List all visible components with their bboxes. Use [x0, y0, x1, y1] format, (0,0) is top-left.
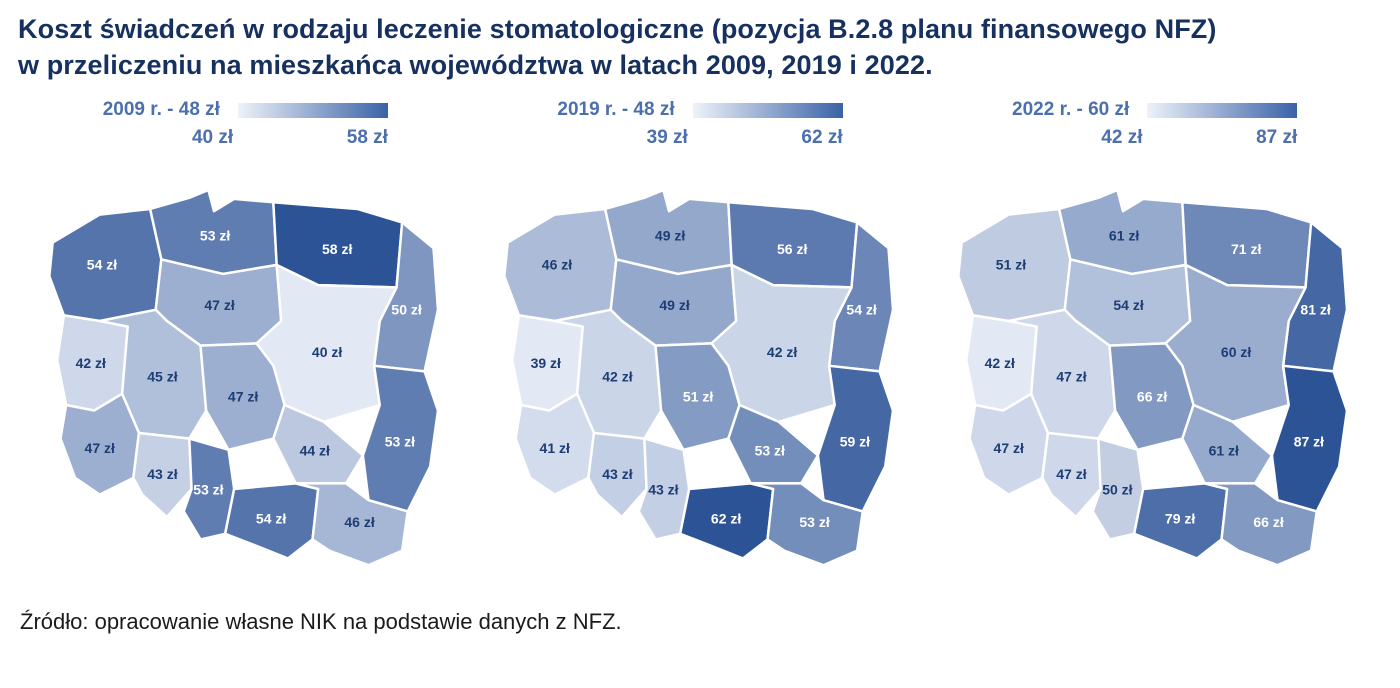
region-value-label-podlaskie: 54 zł: [846, 302, 876, 318]
region-podkarpackie: [1203, 482, 1319, 567]
region-wielkopolskie: [98, 308, 208, 441]
region-value-label-dolnośląskie: 47 zł: [994, 440, 1024, 456]
region-value-label-śląskie: 53 zł: [193, 482, 223, 498]
legend-label-2022: 2022 r. - 60 zł: [1012, 99, 1130, 121]
region-value-label-wielkopolskie: 45 zł: [147, 369, 177, 385]
region-value-label-mazowieckie: 42 zł: [767, 344, 797, 360]
region-value-label-podlaskie: 50 zł: [391, 302, 421, 318]
region-value-label-lubelskie: 59 zł: [839, 434, 869, 450]
region-mazowieckie: [255, 264, 398, 424]
region-value-label-świętokrzyskie: 44 zł: [300, 443, 330, 459]
region-podkarpackie: [294, 482, 409, 567]
legend-max-2022: 87 zł: [1256, 127, 1298, 149]
source-note: Źródło: opracowanie własne NIK na podsta…: [20, 609, 622, 635]
region-value-label-lubelskie: 53 zł: [385, 434, 415, 450]
region-value-label-zachodniopomorskie: 46 zł: [541, 257, 571, 273]
region-value-label-podkarpackie: 66 zł: [1254, 514, 1284, 530]
region-value-label-zachodniopomorskie: 51 zł: [996, 257, 1026, 273]
region-mazowieckie: [1164, 264, 1308, 424]
region-value-label-małopolskie: 54 zł: [256, 511, 286, 527]
region-value-label-małopolskie: 62 zł: [711, 511, 741, 527]
region-value-label-podlaskie: 81 zł: [1301, 302, 1331, 318]
region-value-label-mazowieckie: 40 zł: [312, 344, 342, 360]
region-value-label-kujawsko-pomorskie: 47 zł: [204, 297, 234, 313]
region-śląskie: [182, 437, 236, 541]
legend-range-2019: 39 zł 62 zł: [647, 127, 843, 149]
legend-range-2022: 42 zł 87 zł: [1101, 127, 1297, 149]
region-value-label-opolskie: 43 zł: [602, 466, 632, 482]
legend-label-2009: 2009 r. - 48 zł: [102, 99, 220, 121]
choropleth-map-2009: 54 zł 53 zł 58 zł 50 zł 47 zł 40 zł 42 zł 45 zł…: [48, 188, 440, 567]
map-panel-2022: 2022 r. - 60 zł 42 zł 87 zł 51 zł 61 zł 71…: [927, 99, 1382, 601]
region-value-label-dolnośląskie: 47 zł: [85, 440, 115, 456]
region-value-label-dolnośląskie: 41 zł: [539, 440, 569, 456]
legend-2009: 2009 r. - 48 zł 40 zł 58 zł: [103, 99, 388, 149]
legend-2022: 2022 r. - 60 zł 42 zł 87 zł: [1012, 99, 1298, 149]
region-value-label-łódzkie: 66 zł: [1137, 389, 1167, 405]
region-value-label-opolskie: 43 zł: [147, 466, 177, 482]
legend-2019: 2019 r. - 48 zł 39 zł 62 zł: [557, 99, 843, 149]
region-wielkopolskie: [553, 308, 663, 441]
region-value-label-mazowieckie: 60 zł: [1221, 344, 1251, 360]
region-podkarpackie: [749, 482, 864, 567]
page-title-line1: Koszt świadczeń w rodzaju leczenie stoma…: [18, 14, 1217, 44]
region-value-label-warmińsko-mazurskie: 58 zł: [322, 241, 352, 257]
region-value-label-lubuskie: 42 zł: [985, 355, 1015, 371]
region-mazowieckie: [709, 264, 853, 424]
region-value-label-pomorskie: 49 zł: [655, 228, 685, 244]
region-value-label-warmińsko-mazurskie: 71 zł: [1231, 241, 1261, 257]
maps-row: 2009 r. - 48 zł 40 zł 58 zł 54 zł 53 zł 58…: [18, 99, 1382, 601]
legend-max-2019: 62 zł: [801, 127, 843, 149]
legend-range-2009: 40 zł 58 zł: [192, 127, 388, 149]
legend-label-2019: 2019 r. - 48 zł: [557, 99, 675, 121]
region-value-label-pomorskie: 61 zł: [1109, 228, 1139, 244]
legend-max-2009: 58 zł: [346, 127, 388, 149]
region-value-label-warmińsko-mazurskie: 56 zł: [777, 241, 807, 257]
region-value-label-podkarpackie: 53 zł: [799, 514, 829, 530]
choropleth-map-2022: 51 zł 61 zł 71 zł 81 zł 54 zł 60 zł 42 zł 47 zł…: [957, 188, 1349, 567]
region-śląskie: [637, 437, 691, 541]
region-value-label-opolskie: 47 zł: [1057, 466, 1087, 482]
legend-min-2009: 40 zł: [191, 127, 234, 149]
region-value-label-śląskie: 43 zł: [648, 482, 678, 498]
choropleth-map-2019: 46 zł 49 zł 56 zł 54 zł 49 zł 42 zł 39 zł 42 zł…: [502, 188, 894, 567]
region-value-label-lubuskie: 39 zł: [530, 355, 560, 371]
legend-gradient-bar-2009: [237, 102, 388, 118]
infographic-page: Koszt świadczeń w rodzaju leczenie stoma…: [18, 12, 1382, 635]
region-value-label-śląskie: 50 zł: [1103, 482, 1133, 498]
page-title: Koszt świadczeń w rodzaju leczenie stoma…: [18, 12, 1382, 83]
page-title-line2: w przeliczeniu na mieszkańca województwa…: [18, 49, 933, 80]
region-value-label-podkarpackie: 46 zł: [344, 514, 374, 530]
region-value-label-łódzkie: 47 zł: [228, 389, 258, 405]
region-value-label-zachodniopomorskie: 54 zł: [87, 257, 117, 273]
map-panel-2019: 2019 r. - 48 zł 39 zł 62 zł 46 zł 49 zł 56…: [473, 99, 928, 601]
region-value-label-lubuskie: 42 zł: [76, 355, 106, 371]
region-śląskie: [1091, 437, 1145, 541]
region-value-label-lubelskie: 87 zł: [1294, 434, 1324, 450]
region-value-label-pomorskie: 53 zł: [200, 228, 230, 244]
region-value-label-kujawsko-pomorskie: 54 zł: [1114, 297, 1144, 313]
region-value-label-wielkopolskie: 47 zł: [1057, 369, 1087, 385]
region-value-label-łódzkie: 51 zł: [683, 389, 713, 405]
legend-min-2019: 39 zł: [646, 127, 688, 149]
region-value-label-świętokrzyskie: 61 zł: [1209, 443, 1239, 459]
legend-gradient-bar-2019: [692, 102, 843, 118]
map-panel-2009: 2009 r. - 48 zł 40 zł 58 zł 54 zł 53 zł 58…: [18, 99, 473, 601]
legend-min-2022: 42 zł: [1101, 127, 1143, 149]
region-value-label-wielkopolskie: 42 zł: [602, 369, 632, 385]
region-value-label-świętokrzyskie: 53 zł: [754, 443, 784, 459]
legend-gradient-bar-2022: [1147, 102, 1298, 118]
region-value-label-małopolskie: 79 zł: [1165, 511, 1195, 527]
region-wielkopolskie: [1007, 308, 1117, 441]
region-value-label-kujawsko-pomorskie: 49 zł: [659, 297, 689, 313]
